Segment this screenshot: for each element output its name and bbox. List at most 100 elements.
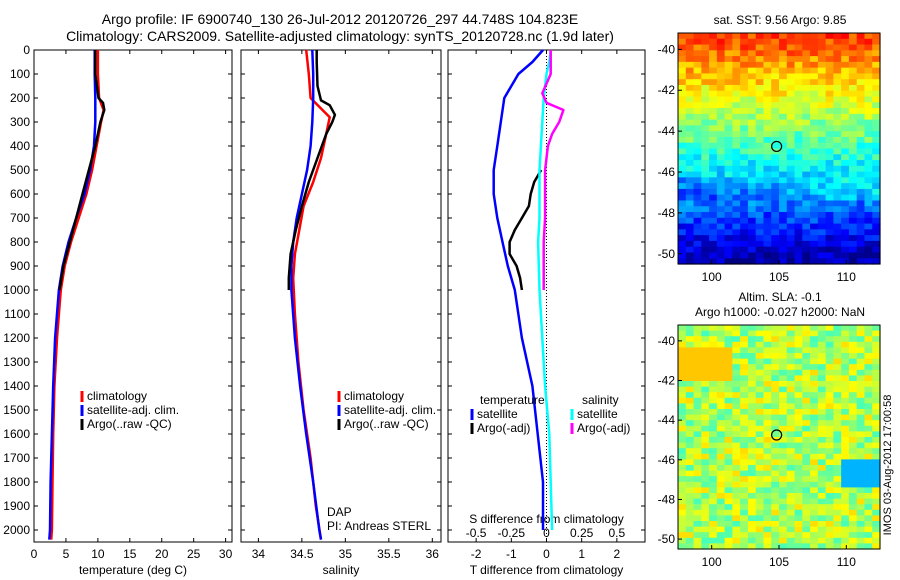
depth-tick-label: 1700 — [3, 451, 30, 465]
heatmap-cell — [685, 229, 695, 236]
heatmap-cell — [724, 125, 733, 132]
heatmap-cell — [685, 498, 695, 505]
heatmap-cell — [802, 353, 811, 360]
heatmap-cell — [693, 96, 702, 103]
heatmap-cell — [763, 358, 772, 365]
heatmap-cell — [833, 453, 842, 460]
heatmap-cell — [771, 79, 780, 86]
map-lon-tick-label: 105 — [769, 270, 789, 284]
heatmap-cell — [833, 409, 842, 416]
heatmap-cell — [802, 341, 811, 348]
heatmap-cell — [693, 67, 702, 75]
heatmap-cell — [779, 448, 788, 455]
heatmap-cell — [794, 258, 803, 265]
heatmap-cell — [817, 165, 827, 173]
heatmap-cell — [685, 358, 695, 365]
heatmap-cell — [864, 217, 873, 225]
heatmap-cell — [779, 325, 788, 332]
heatmap-cell — [771, 493, 780, 500]
heatmap-cell — [833, 246, 842, 254]
heatmap-cell — [833, 532, 842, 539]
heatmap-cell — [864, 532, 873, 539]
heatmap-cell — [763, 73, 772, 80]
heatmap-cell — [685, 246, 695, 254]
heatmap-cell — [732, 165, 741, 173]
heatmap-cell — [716, 465, 726, 472]
heatmap-cell — [856, 509, 866, 516]
heatmap-cell — [740, 504, 749, 511]
heatmap-cell — [825, 509, 834, 516]
depth-tick-label: 400 — [10, 139, 30, 153]
heatmap-cell — [794, 414, 803, 421]
heatmap-cell — [678, 235, 687, 242]
heatmap-cell — [779, 177, 788, 184]
heatmap-cell — [833, 465, 842, 472]
heatmap-cell — [786, 515, 796, 522]
heatmap-cell — [810, 217, 819, 225]
heatmap-cell — [709, 177, 718, 184]
heatmap-cell — [732, 414, 741, 421]
heatmap-cell — [856, 79, 866, 86]
heatmap-cell — [848, 403, 858, 410]
heatmap-cell — [786, 504, 796, 511]
heatmap-cell — [786, 364, 796, 371]
heatmap-cell — [678, 358, 687, 365]
heatmap-cell — [779, 437, 788, 444]
heatmap-cell — [747, 246, 757, 254]
heatmap-cell — [856, 375, 866, 382]
heatmap-cell — [724, 437, 733, 444]
heatmap-cell — [724, 392, 733, 399]
heatmap-cell — [841, 108, 850, 115]
heatmap-cell — [802, 165, 811, 173]
heatmap-cell — [678, 437, 687, 444]
heatmap-cell — [732, 521, 741, 528]
heatmap-cell — [810, 375, 819, 382]
heatmap-cell — [678, 252, 687, 259]
heatmap-cell — [678, 470, 687, 477]
heatmap-cell — [771, 515, 780, 522]
heatmap-cell — [833, 131, 842, 138]
heatmap-cell — [724, 258, 733, 265]
heatmap-cell — [755, 160, 765, 167]
heatmap-cell — [693, 212, 702, 219]
heatmap-cell — [833, 330, 842, 337]
heatmap-cell — [802, 96, 811, 103]
heatmap-cell — [755, 470, 765, 477]
heatmap-cell — [786, 459, 796, 466]
heatmap-cell — [794, 515, 803, 522]
heatmap-cell — [872, 448, 881, 455]
heatmap-cell — [740, 515, 749, 522]
heatmap-cell — [833, 381, 842, 388]
heatmap-cell — [724, 142, 733, 150]
heatmap-cell — [810, 358, 819, 365]
heatmap-cell — [825, 131, 834, 138]
heatmap-cell — [693, 33, 702, 40]
heatmap-cell — [817, 420, 827, 427]
heatmap-cell — [794, 108, 803, 115]
heatmap-cell — [786, 56, 796, 63]
heatmap-cell — [709, 487, 718, 494]
heatmap-cell — [872, 206, 881, 213]
heatmap-cell — [747, 102, 757, 109]
heatmap-cell — [740, 142, 749, 150]
heatmap-cell — [786, 498, 796, 505]
heatmap-cell — [685, 431, 695, 438]
heatmap-cell — [833, 119, 842, 127]
heatmap-cell — [716, 108, 726, 115]
heatmap-cell — [779, 217, 788, 225]
heatmap-cell — [701, 136, 710, 144]
heatmap-cell — [709, 431, 718, 438]
heatmap-cell — [794, 375, 803, 382]
heatmap-cell — [732, 113, 741, 121]
heatmap-cell — [701, 177, 710, 184]
heatmap-cell — [709, 459, 718, 466]
heatmap-cell — [709, 136, 718, 144]
heatmap-cell — [685, 33, 695, 40]
heatmap-cell — [779, 330, 788, 337]
x-tick-label: -1 — [506, 547, 517, 561]
heatmap-cell — [763, 325, 772, 332]
heatmap-cell — [817, 154, 827, 161]
heatmap-cell — [856, 258, 866, 265]
heatmap-cell — [817, 119, 827, 127]
heatmap-cell — [693, 369, 702, 376]
